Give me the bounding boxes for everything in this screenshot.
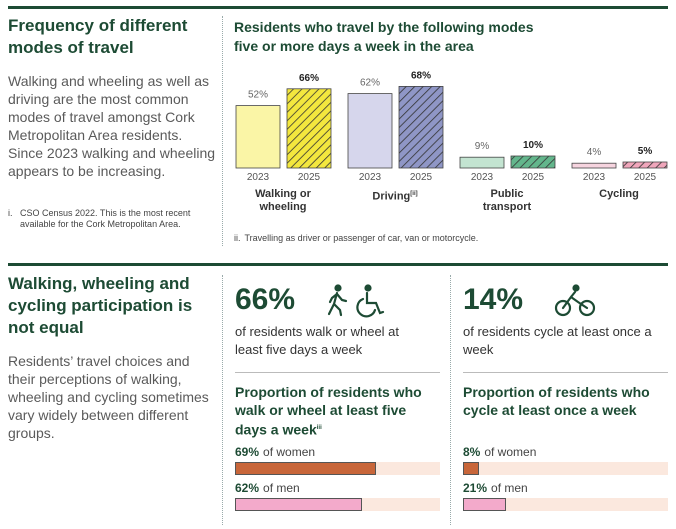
bar (398, 86, 444, 169)
category-label: of women (263, 445, 316, 459)
separator (235, 372, 440, 373)
section-body: Residents’ travel choices and their perc… (8, 353, 209, 441)
value-label: 66% (299, 73, 319, 84)
category-text: Driving (372, 190, 411, 203)
bar-track (463, 462, 668, 475)
panel-title: Proportion of residents who cycle at lea… (463, 384, 650, 418)
category-label: of women (484, 445, 537, 459)
stat-value: 14% (463, 283, 524, 316)
category-text: Cycling (599, 188, 639, 200)
panel-title: Proportion of residents who walk or whee… (235, 383, 440, 439)
bar (463, 498, 507, 511)
category-label: of men (491, 481, 528, 495)
walk-wheel-icon (327, 284, 385, 318)
x-tick-label: 2023 (583, 172, 606, 183)
value-label: 68% (411, 70, 431, 81)
section-title: Frequency of different modes of travel (8, 16, 188, 57)
category-label: Public transport (477, 188, 537, 214)
bar-track (463, 498, 668, 511)
x-tick-label: 2025 (634, 172, 657, 183)
stat-caption: of residents walk or wheel at least five… (235, 324, 400, 357)
bar (235, 498, 363, 511)
footnote-marker: ii. (234, 233, 241, 243)
section-body: Walking and wheeling as well as driving … (8, 73, 216, 179)
bar (235, 462, 377, 475)
x-tick-label: 2025 (522, 172, 545, 183)
chart-title: Residents who travel by the following mo… (234, 19, 534, 54)
category-text: Public transport (482, 188, 532, 213)
category-label: of men (263, 481, 300, 495)
category-marker-text: ii (412, 191, 416, 197)
bar-label: 69% of women (235, 445, 315, 459)
top-rule (8, 6, 668, 9)
bar (622, 161, 668, 169)
category-marker: [ii] (410, 191, 418, 197)
bar (286, 88, 332, 169)
bar-label: 62% of men (235, 481, 300, 495)
bar (459, 156, 505, 169)
stat-value: 66% (235, 283, 296, 316)
divider (222, 275, 223, 525)
footnote-text: Travelling as driver or passenger of car… (244, 233, 479, 243)
divider (450, 275, 451, 525)
bar (571, 162, 617, 169)
value-label: 10% (523, 140, 543, 151)
bar-label: 8% of women (463, 445, 536, 459)
x-tick-label: 2023 (359, 172, 382, 183)
category-label: Driving[ii] (365, 188, 425, 204)
x-tick-label: 2023 (247, 172, 270, 183)
panel-title-text: Proportion of residents who walk or whee… (235, 384, 422, 438)
value-label: 5% (638, 146, 653, 157)
value-label: 62% (360, 78, 380, 89)
value-label: 9% (475, 141, 490, 152)
bar (463, 462, 480, 475)
footnote-marker: i. (8, 208, 13, 218)
stat-caption: of residents cycle at least once a week (463, 324, 652, 357)
value-label: 8% (463, 445, 481, 459)
value-label: 21% (463, 481, 488, 495)
bar (510, 155, 556, 169)
value-label: 4% (587, 147, 602, 158)
footnote: ii. Travelling as driver or passenger of… (234, 233, 478, 244)
x-tick-label: 2025 (298, 172, 321, 183)
value-label: 62% (235, 481, 260, 495)
x-tick-label: 2023 (471, 172, 494, 183)
bar (235, 105, 281, 169)
bar-label: 21% of men (463, 481, 528, 495)
section-title: Walking, wheeling and cycling participat… (8, 274, 193, 337)
category-label: Cycling (589, 188, 649, 201)
panel-title-marker: iii (316, 425, 322, 431)
footnote: i. CSO Census 2022. This is the most rec… (8, 208, 208, 230)
section-rule (8, 263, 668, 266)
category-text: Walking or wheeling (255, 188, 311, 213)
divider (222, 16, 223, 246)
value-label: 69% (235, 445, 260, 459)
category-label: Walking or wheeling (253, 188, 313, 214)
cycle-icon (554, 284, 596, 317)
x-tick-label: 2025 (410, 172, 433, 183)
footnote-text: CSO Census 2022. This is the most recent… (20, 208, 191, 229)
bar (347, 93, 393, 169)
separator (463, 372, 668, 373)
value-label: 52% (248, 90, 268, 101)
